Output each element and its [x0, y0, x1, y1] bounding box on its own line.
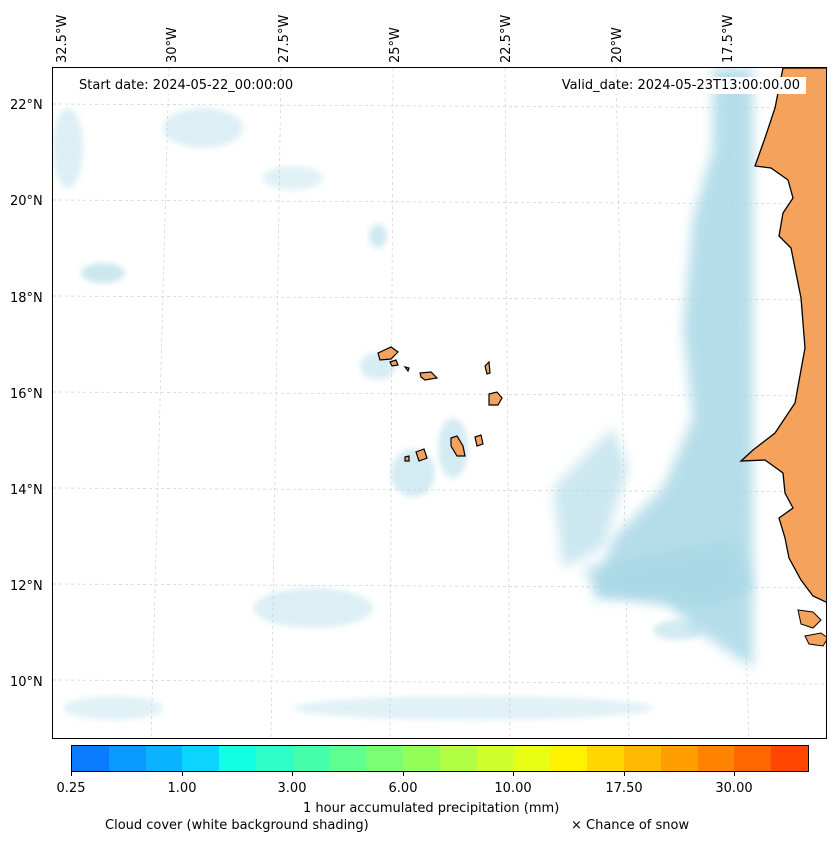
- colorbar-swatch: [108, 746, 146, 771]
- colorbar-swatch: [403, 746, 440, 771]
- cape-verde-islands: [377, 346, 503, 462]
- colorbar-tick-mark: [403, 772, 404, 776]
- colorbar-swatch: [476, 746, 514, 771]
- cloud-cover-legend: Cloud cover (white background shading): [105, 818, 369, 833]
- lat-label: 20°N: [10, 194, 43, 209]
- colorbar-swatch: [587, 746, 624, 771]
- colorbar-swatch: [513, 746, 551, 771]
- lat-label: 22°N: [10, 98, 43, 113]
- colorbar-swatch: [72, 746, 109, 771]
- map-canvas: [53, 68, 826, 738]
- colorbar-swatch: [623, 746, 661, 771]
- lon-label: 30°W: [165, 27, 180, 63]
- lon-label: 20°W: [610, 27, 625, 63]
- colorbar-tick-mark: [513, 772, 514, 776]
- colorbar-swatch: [329, 746, 367, 771]
- lat-label: 14°N: [10, 483, 43, 498]
- colorbar-swatch: [734, 746, 772, 771]
- coastal-islands: [797, 609, 822, 629]
- lon-label: 22.5°W: [499, 14, 514, 63]
- colorbar-swatch: [660, 746, 698, 771]
- colorbar-tick-mark: [734, 772, 735, 776]
- colorbar-tick-label: 0.25: [56, 781, 86, 796]
- colorbar-swatch: [182, 746, 220, 771]
- colorbar-tick-label: 10.00: [494, 781, 532, 796]
- lat-label: 12°N: [10, 579, 43, 594]
- colorbar-swatch: [439, 746, 477, 771]
- colorbar-tick-label: 17.50: [605, 781, 643, 796]
- colorbar-swatch: [219, 746, 256, 771]
- colorbar-tick-label: 1.00: [167, 781, 197, 796]
- colorbar-label: 1 hour accumulated precipitation (mm): [303, 801, 560, 816]
- lat-label: 16°N: [10, 387, 43, 402]
- colorbar-swatch: [366, 746, 404, 771]
- valid-date-label: Valid_date: 2024-05-23T13:00:00.00: [555, 77, 806, 94]
- colorbar-swatch: [550, 746, 588, 771]
- colorbar-swatch: [145, 746, 183, 771]
- lat-label: 10°N: [10, 675, 43, 690]
- lon-label: 32.5°W: [55, 14, 70, 63]
- lon-label: 27.5°W: [277, 14, 292, 63]
- lon-label: 17.5°W: [721, 14, 736, 63]
- colorbar-tick-label: 30.00: [715, 781, 753, 796]
- colorbar-tick-mark: [624, 772, 625, 776]
- colorbar-tick-mark: [292, 772, 293, 776]
- colorbar-tick-label: 3.00: [277, 781, 307, 796]
- snow-legend: × Chance of snow: [571, 818, 690, 833]
- colorbar-swatch: [771, 746, 808, 771]
- lon-label: 25°W: [388, 27, 403, 63]
- lat-label: 18°N: [10, 291, 43, 306]
- start-date-label: Start date: 2024-05-22_00:00:00: [73, 77, 300, 94]
- colorbar-swatch: [697, 746, 735, 771]
- precipitation-colorbar: [71, 745, 809, 772]
- colorbar-tick-mark: [182, 772, 183, 776]
- colorbar-swatch: [292, 746, 330, 771]
- map-panel[interactable]: Start date: 2024-05-22_00:00:00 Valid_da…: [52, 67, 827, 739]
- colorbar-tick-mark: [71, 772, 72, 776]
- colorbar-tick-label: 6.00: [388, 781, 418, 796]
- africa-land: [739, 68, 826, 603]
- coastal-islands: [804, 632, 826, 647]
- colorbar-swatch: [255, 746, 293, 771]
